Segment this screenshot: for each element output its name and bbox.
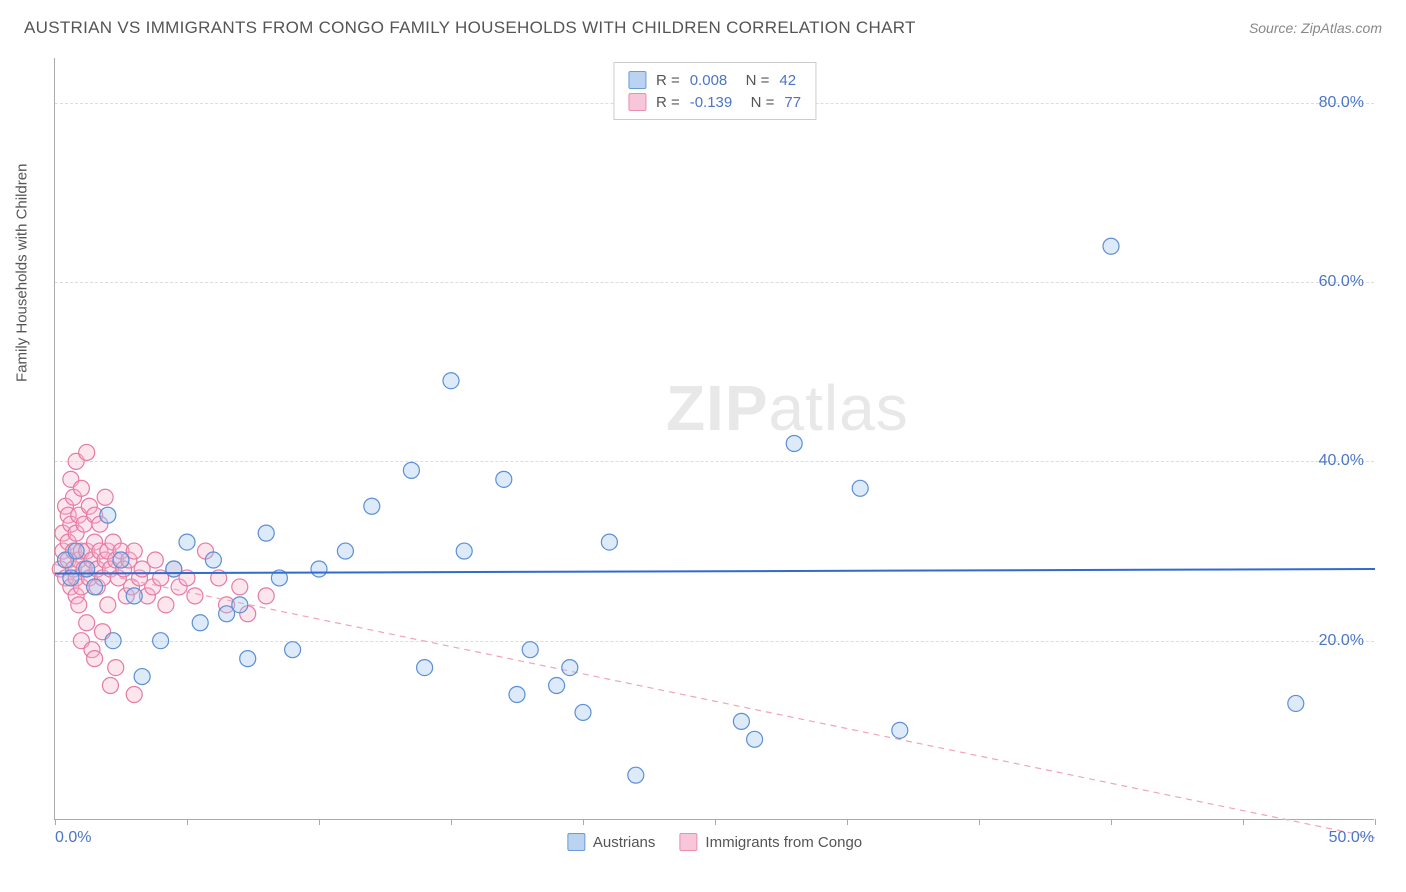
legend-label: Austrians <box>593 834 656 851</box>
data-point-austrians <box>311 561 327 577</box>
legend-n-value: 77 <box>784 94 801 111</box>
data-point-austrians <box>258 525 274 541</box>
data-point-austrians <box>134 669 150 685</box>
x-tick-mark <box>1243 819 1244 825</box>
legend-r-value: -0.139 <box>690 94 733 111</box>
data-point-austrians <box>403 462 419 478</box>
data-point-austrians <box>601 534 617 550</box>
data-point-austrians <box>337 543 353 559</box>
x-tick-mark <box>1111 819 1112 825</box>
legend-swatch-icon <box>628 93 646 111</box>
data-point-austrians <box>126 588 142 604</box>
legend-r-value: 0.008 <box>690 72 728 89</box>
legend-r-label: R = <box>656 72 680 89</box>
x-tick-mark <box>451 819 452 825</box>
legend-row-congo: R = -0.139 N = 77 <box>628 91 801 113</box>
data-point-congo <box>79 444 95 460</box>
legend-r-label: R = <box>656 94 680 111</box>
data-point-austrians <box>733 713 749 729</box>
data-point-congo <box>147 552 163 568</box>
data-point-congo <box>73 480 89 496</box>
legend-item-austrians: Austrians <box>567 833 656 851</box>
data-point-austrians <box>786 435 802 451</box>
data-point-austrians <box>747 731 763 747</box>
correlation-legend: R = 0.008 N = 42 R = -0.139 N = 77 <box>613 62 816 120</box>
chart-area: Family Households with Children ZIPatlas… <box>54 58 1374 820</box>
data-point-congo <box>258 588 274 604</box>
x-tick-mark <box>583 819 584 825</box>
data-point-congo <box>158 597 174 613</box>
data-point-congo <box>97 489 113 505</box>
plot-region: ZIPatlas 20.0%40.0%60.0%80.0% R = 0.008 … <box>54 58 1374 820</box>
data-point-austrians <box>575 704 591 720</box>
trend-line-congo <box>55 565 1375 838</box>
data-point-austrians <box>285 642 301 658</box>
data-point-austrians <box>852 480 868 496</box>
chart-header: AUSTRIAN VS IMMIGRANTS FROM CONGO FAMILY… <box>0 0 1406 48</box>
data-point-austrians <box>1103 238 1119 254</box>
data-point-austrians <box>179 534 195 550</box>
data-point-austrians <box>443 373 459 389</box>
legend-item-congo: Immigrants from Congo <box>679 833 862 851</box>
scatter-svg <box>55 58 1374 819</box>
data-point-austrians <box>232 597 248 613</box>
series-legend: Austrians Immigrants from Congo <box>567 833 862 851</box>
data-point-austrians <box>100 507 116 523</box>
x-tick-mark <box>847 819 848 825</box>
data-point-austrians <box>166 561 182 577</box>
data-point-austrians <box>113 552 129 568</box>
x-tick-mark <box>55 819 56 825</box>
data-point-congo <box>100 597 116 613</box>
legend-swatch-icon <box>628 71 646 89</box>
data-point-congo <box>79 615 95 631</box>
data-point-congo <box>108 660 124 676</box>
x-tick-mark <box>1375 819 1376 825</box>
data-point-austrians <box>892 722 908 738</box>
data-point-congo <box>71 597 87 613</box>
data-point-austrians <box>522 642 538 658</box>
x-tick-mark <box>187 819 188 825</box>
data-point-austrians <box>205 552 221 568</box>
data-point-austrians <box>549 678 565 694</box>
data-point-austrians <box>456 543 472 559</box>
data-point-congo <box>87 651 103 667</box>
data-point-congo <box>102 678 118 694</box>
data-point-austrians <box>1288 695 1304 711</box>
legend-n-label: N = <box>737 72 769 89</box>
data-point-austrians <box>496 471 512 487</box>
x-tick-mark <box>715 819 716 825</box>
data-point-austrians <box>417 660 433 676</box>
data-point-austrians <box>68 543 84 559</box>
legend-n-label: N = <box>742 94 774 111</box>
x-tick-mark <box>319 819 320 825</box>
chart-title: AUSTRIAN VS IMMIGRANTS FROM CONGO FAMILY… <box>24 18 916 38</box>
legend-swatch-icon <box>567 833 585 851</box>
legend-label: Immigrants from Congo <box>705 834 862 851</box>
data-point-congo <box>232 579 248 595</box>
legend-swatch-icon <box>679 833 697 851</box>
data-point-austrians <box>153 633 169 649</box>
data-point-austrians <box>105 633 121 649</box>
y-axis-label: Family Households with Children <box>14 164 31 382</box>
data-point-austrians <box>509 686 525 702</box>
trend-line-austrians <box>55 569 1375 573</box>
x-tick-label-max: 50.0% <box>1329 829 1374 847</box>
data-point-austrians <box>79 561 95 577</box>
data-point-austrians <box>240 651 256 667</box>
legend-row-austrians: R = 0.008 N = 42 <box>628 69 801 91</box>
data-point-congo <box>187 588 203 604</box>
data-point-austrians <box>192 615 208 631</box>
data-point-austrians <box>87 579 103 595</box>
data-point-austrians <box>628 767 644 783</box>
x-tick-label-min: 0.0% <box>55 829 91 847</box>
x-tick-mark <box>979 819 980 825</box>
data-point-austrians <box>63 570 79 586</box>
data-point-austrians <box>562 660 578 676</box>
legend-n-value: 42 <box>779 72 796 89</box>
data-point-congo <box>126 686 142 702</box>
data-point-austrians <box>364 498 380 514</box>
chart-source: Source: ZipAtlas.com <box>1249 20 1382 36</box>
